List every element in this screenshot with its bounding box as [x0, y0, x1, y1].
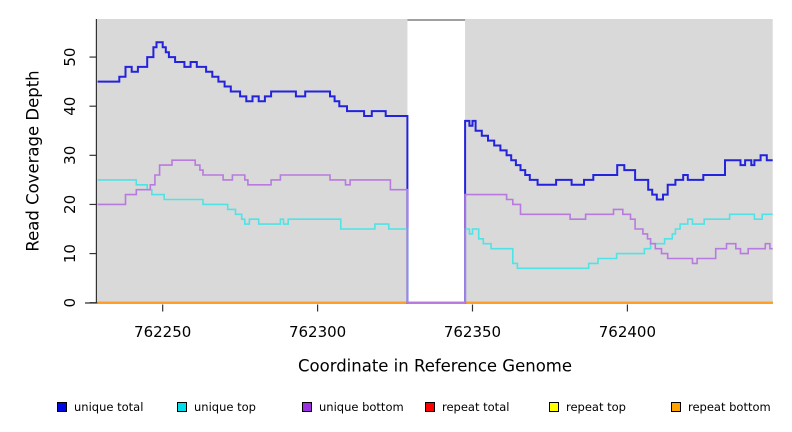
- legend-swatch-unique-total: [57, 402, 67, 412]
- legend-item-repeat-top: repeat top: [549, 398, 626, 416]
- legend-label: repeat top: [566, 400, 626, 414]
- y-axis-title: Read Coverage Depth: [23, 70, 43, 252]
- legend-swatch-repeat-bottom: [671, 402, 681, 412]
- coverage-plot-canvas: 0 10 20 30 40 50 762250 762300 762350 762400: [61, 19, 773, 341]
- x-tick-label: 762250: [134, 323, 191, 341]
- gap-mask: [407, 19, 466, 304]
- legend-item-repeat-bottom: repeat bottom: [671, 398, 771, 416]
- legend-label: unique top: [194, 400, 256, 414]
- y-tick-label: 50: [61, 48, 79, 67]
- y-tick-label: 0: [61, 298, 79, 308]
- legend-label: repeat total: [442, 400, 510, 414]
- legend-item-unique-total: unique total: [57, 398, 143, 416]
- legend-item-unique-bottom: unique bottom: [302, 398, 404, 416]
- legend-item-unique-top: unique top: [177, 398, 256, 416]
- series-line-unique-total: [97, 41, 773, 304]
- x-tick-label: 762350: [444, 323, 501, 341]
- legend-label: unique total: [74, 400, 144, 414]
- x-tick-label: 762400: [599, 323, 656, 341]
- y-tick-label: 20: [61, 195, 79, 214]
- legend-item-repeat-total: repeat total: [425, 398, 509, 416]
- coverage-plot-svg: 0 10 20 30 40 50 762250 762300 762350 762400: [61, 19, 773, 341]
- legend: unique total unique top unique bottom re…: [0, 398, 792, 418]
- y-tick-label: 40: [61, 97, 79, 116]
- legend-label: unique bottom: [319, 400, 404, 414]
- legend-swatch-repeat-total: [425, 402, 435, 412]
- y-tick-label: 30: [61, 146, 79, 165]
- x-axis-title: Coordinate in Reference Genome: [297, 356, 573, 376]
- legend-label: repeat bottom: [688, 400, 771, 414]
- legend-swatch-unique-top: [177, 402, 187, 412]
- series-line-unique-top: [97, 179, 773, 304]
- legend-swatch-unique-bottom: [302, 402, 312, 412]
- x-tick-label: 762300: [289, 323, 346, 341]
- y-tick-label: 10: [61, 244, 79, 263]
- series-line-unique-bottom: [97, 159, 773, 304]
- legend-swatch-repeat-top: [549, 402, 559, 412]
